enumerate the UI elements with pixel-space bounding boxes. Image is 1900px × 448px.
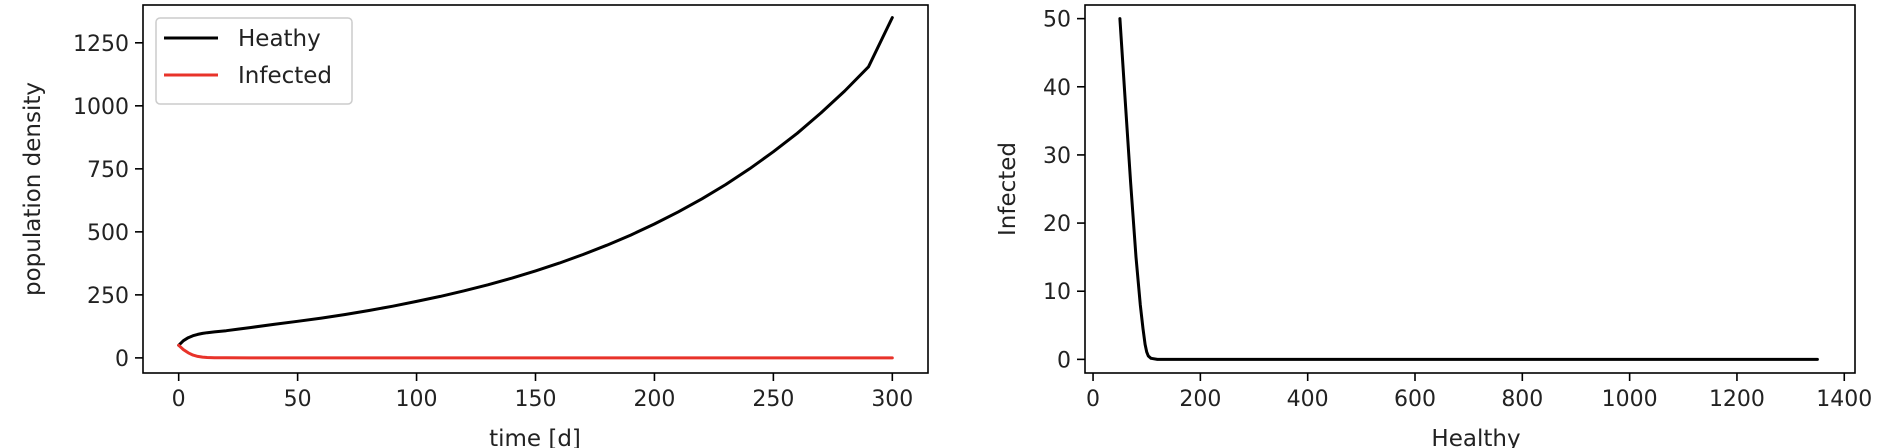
y-axis-label: Infected bbox=[995, 142, 1021, 236]
x-tick-label: 100 bbox=[396, 387, 438, 412]
x-tick-label: 200 bbox=[1179, 387, 1221, 412]
y-tick-label: 500 bbox=[87, 221, 129, 246]
x-tick-label: 600 bbox=[1394, 387, 1436, 412]
y-tick-label: 1000 bbox=[73, 95, 129, 120]
x-tick-label: 1000 bbox=[1602, 387, 1658, 412]
x-tick-label: 1200 bbox=[1709, 387, 1765, 412]
y-ticks: 0 250 500 750 1000 1250 bbox=[73, 32, 143, 372]
y-tick-label: 50 bbox=[1043, 8, 1071, 33]
y-tick-label: 0 bbox=[115, 347, 129, 372]
y-tick-label: 20 bbox=[1043, 212, 1071, 237]
time-series-panel: 0 50 100 150 200 250 300 0 250 500 750 1000 1250 ti… bbox=[20, 4, 929, 448]
x-tick-label: 150 bbox=[515, 387, 557, 412]
series-line-heathy bbox=[177, 16, 894, 347]
y-tick-label: 0 bbox=[1057, 348, 1071, 373]
y-tick-label: 250 bbox=[87, 284, 129, 309]
y-tick-label: 30 bbox=[1043, 144, 1071, 169]
x-ticks: 0 50 100 150 200 250 300 bbox=[172, 373, 913, 412]
legend: Heathy Infected bbox=[155, 17, 353, 105]
x-tick-label: 800 bbox=[1501, 387, 1543, 412]
x-tick-label: 1400 bbox=[1816, 387, 1872, 412]
x-tick-label: 50 bbox=[284, 387, 312, 412]
y-tick-label: 750 bbox=[87, 158, 129, 183]
series-line-infected bbox=[177, 343, 894, 360]
legend-label-infected: Infected bbox=[238, 63, 332, 89]
y-tick-label: 40 bbox=[1043, 76, 1071, 101]
x-tick-label: 400 bbox=[1287, 387, 1329, 412]
x-axis-label: time [d] bbox=[489, 426, 581, 448]
y-ticks: 0 10 20 30 40 50 bbox=[1043, 8, 1085, 373]
x-tick-label: 250 bbox=[752, 387, 794, 412]
legend-label-heathy: Heathy bbox=[238, 26, 321, 52]
y-axis-label: population density bbox=[20, 82, 46, 296]
y-tick-label: 1250 bbox=[73, 32, 129, 57]
x-ticks: 0 200 400 600 800 1000 1200 1400 bbox=[1086, 373, 1872, 412]
phase-portrait-panel: 0 200 400 600 800 1000 1200 1400 0 10 20 30 40 50 He… bbox=[995, 4, 1872, 448]
x-tick-label: 300 bbox=[871, 387, 913, 412]
x-tick-label: 0 bbox=[172, 387, 186, 412]
time-series-lines bbox=[177, 16, 894, 360]
x-tick-label: 200 bbox=[633, 387, 675, 412]
series-line-trajectory bbox=[1118, 17, 1819, 361]
y-tick-label: 10 bbox=[1043, 280, 1071, 305]
plot-frame bbox=[1084, 4, 1856, 374]
x-tick-label: 0 bbox=[1086, 387, 1100, 412]
x-axis-label: Healthy bbox=[1431, 426, 1520, 448]
phase-portrait-line bbox=[1118, 17, 1819, 361]
